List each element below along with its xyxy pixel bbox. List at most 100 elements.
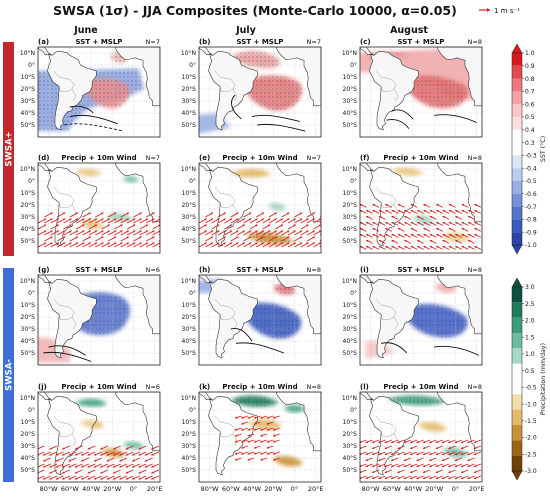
wind-vector-head [49, 471, 52, 474]
wind-vector-head [410, 204, 414, 207]
lat-tick-label: 20°S [182, 86, 197, 93]
wind-vector-head [75, 236, 79, 239]
wind-vector-head [397, 234, 401, 237]
wind-vector-head [474, 210, 477, 213]
lat-tick-label: 10°S [343, 419, 358, 426]
lat-tick-label: 30°S [182, 214, 197, 221]
lat-tick-label: 0° [189, 62, 196, 69]
wind-vector-head [247, 428, 251, 431]
lat-tick-label: 10°N [181, 395, 196, 402]
wind-vector-head [68, 477, 71, 480]
colorbar-tick-label: 3.0 [525, 284, 535, 291]
wind-vector-head [138, 447, 141, 450]
wind-vector-head [49, 447, 52, 450]
wind-vector-head [391, 210, 395, 213]
wind-vector-head [474, 228, 477, 231]
wind-vector-head [366, 216, 369, 219]
lat-tick-label: 10°N [181, 278, 196, 285]
wind-vector-head [312, 212, 315, 215]
wind-vector-head [81, 459, 84, 462]
wind-vector-head [210, 236, 214, 239]
wind-vector-head [93, 477, 97, 480]
wind-vector-head [113, 465, 116, 468]
panel-variable-title: Precip + 10m Wind [383, 383, 458, 391]
wind-vector-head [236, 230, 239, 233]
wind-vector-head [165, 231, 167, 233]
map-panel-j: (j) Precip + 10m Wind N=6 10°N 0° 10°S 20°S 30°… [20, 383, 163, 493]
wind-vector-head [429, 452, 432, 456]
wind-vector-head [248, 212, 252, 215]
wind-vector-head [397, 470, 400, 474]
lat-tick-label: 10°S [182, 419, 197, 426]
colorbar-segment [512, 348, 522, 364]
wind-vector-head [273, 416, 276, 419]
wind-vector-head [365, 464, 369, 468]
wind-vector-head [306, 224, 309, 227]
wind-vector-head [50, 212, 53, 215]
wind-vector-head [151, 471, 154, 474]
wind-vector-head [81, 477, 84, 480]
wind-vector-head [139, 236, 142, 239]
central-america-coast [38, 392, 52, 401]
anomaly-region [75, 398, 107, 407]
lat-tick-label: 30°S [21, 443, 36, 450]
wind-vector-head [366, 222, 369, 225]
wind-vector-head [404, 216, 407, 219]
map-field [38, 275, 160, 365]
wind-vector-head [229, 230, 233, 233]
panel-variable-title: SST + MSLP [398, 266, 445, 274]
wind-vector-head [325, 213, 327, 215]
panel-sample-size: N=8 [468, 266, 482, 274]
wind-vector-head [385, 204, 388, 207]
wind-vector-head [144, 477, 148, 480]
wind-vector-head [280, 242, 284, 245]
wind-vector-head [273, 458, 276, 461]
central-america-coast [199, 163, 213, 172]
wind-vector-head [81, 242, 85, 245]
wind-vector-head [93, 453, 97, 456]
wind-vector-head [441, 452, 445, 456]
wind-vector-head [435, 476, 439, 480]
wind-vector-head [371, 476, 375, 480]
central-america-coast [360, 275, 374, 284]
wind-vector-head [366, 240, 369, 243]
map-field [38, 47, 160, 137]
wind-vector-head [436, 246, 439, 249]
colorbar-tick-label: 0.7 [525, 89, 535, 96]
colorbar-segment [512, 440, 522, 456]
wind-vector-head [107, 242, 110, 245]
wind-vector-head [360, 464, 362, 468]
wind-vector-head [144, 459, 148, 462]
lat-tick-label: 10°S [182, 190, 197, 197]
lat-tick-label: 40°S [343, 455, 358, 462]
wind-vector-head [204, 242, 207, 245]
wind-vector-head [138, 453, 141, 456]
wind-vector [360, 248, 361, 250]
wind-vector-head [74, 453, 78, 456]
wind-vector-head [410, 246, 414, 249]
wind-vector-head [81, 230, 85, 233]
wind-vector-head [353, 234, 355, 236]
wind-vector-head [448, 464, 451, 468]
wind-vector-head [223, 218, 226, 221]
wind-vector-head [132, 477, 135, 480]
wind-vector-head [365, 476, 369, 480]
wind-vector-head [145, 230, 149, 233]
lat-tick-label: 50°S [21, 238, 36, 245]
wind-vector-head [397, 464, 400, 468]
wind-vector-head [318, 224, 321, 227]
wind-vector-head [286, 212, 290, 215]
lat-tick-label: 20°S [343, 431, 358, 438]
wind-vector-head [101, 218, 104, 221]
wind-vector-head [299, 212, 303, 215]
wind-vector-head [261, 236, 264, 239]
colorbar-segment [512, 425, 522, 441]
panel-letter: (c) [360, 38, 371, 46]
wind-vector-head [139, 230, 142, 233]
wind-vector-head [248, 230, 252, 233]
wind-vector-head [126, 230, 129, 233]
wind-vector-head [62, 218, 66, 221]
wind-vector-head [391, 246, 395, 249]
wind-vector-head [113, 212, 117, 215]
south-america-coast [369, 166, 419, 247]
